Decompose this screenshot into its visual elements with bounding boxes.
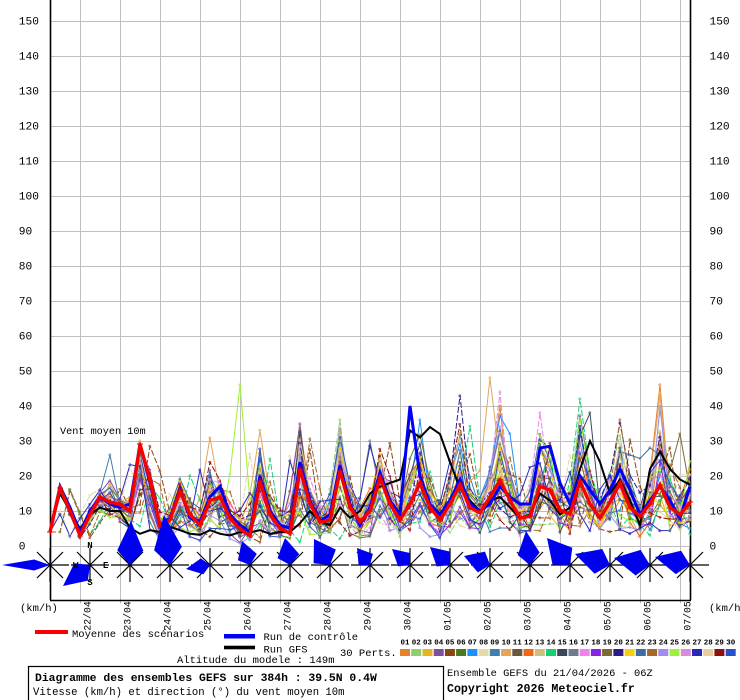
svg-text:100: 100 [710,192,730,204]
svg-text:22: 22 [636,640,646,648]
svg-text:01: 01 [400,640,410,648]
svg-text:Run GFS: Run GFS [264,644,308,656]
svg-text:24/04: 24/04 [163,601,174,631]
svg-text:80: 80 [710,262,724,274]
svg-text:28/04: 28/04 [323,601,334,631]
svg-text:25/04: 25/04 [203,601,214,631]
svg-text:12: 12 [524,640,534,648]
svg-text:10: 10 [710,507,724,519]
svg-text:30: 30 [19,437,33,449]
svg-text:23: 23 [648,640,658,648]
svg-text:21: 21 [625,640,635,648]
svg-text:0: 0 [19,542,26,554]
svg-text:29: 29 [715,640,725,648]
svg-text:30/04: 30/04 [403,601,414,631]
svg-text:22/04: 22/04 [83,601,94,631]
svg-text:Vent moyen 10m: Vent moyen 10m [60,427,146,438]
svg-text:50: 50 [710,367,724,379]
svg-text:150: 150 [19,17,39,29]
svg-text:05/05: 05/05 [603,601,614,631]
svg-text:Ensemble GEFS du 21/04/2026 -: Ensemble GEFS du 21/04/2026 - 06Z [447,668,653,680]
svg-text:01/05: 01/05 [443,601,454,631]
svg-text:24: 24 [659,640,669,648]
svg-text:10: 10 [19,507,33,519]
svg-text:03: 03 [423,640,433,648]
svg-text:80: 80 [19,262,33,274]
svg-text:28: 28 [704,640,714,648]
svg-text:Altitude du modele : 149m: Altitude du modele : 149m [177,655,335,667]
svg-text:04/05: 04/05 [563,601,574,631]
svg-text:13: 13 [535,640,545,648]
svg-text:(km/h): (km/h) [709,603,740,615]
svg-text:30 Perts.: 30 Perts. [340,648,397,660]
svg-text:50: 50 [19,367,33,379]
svg-text:06/05: 06/05 [643,601,654,631]
svg-text:30: 30 [726,640,736,648]
svg-text:05: 05 [445,640,455,648]
svg-text:N: N [87,541,92,551]
svg-text:15: 15 [558,640,568,648]
svg-text:Run de contrôle: Run de contrôle [264,632,359,644]
svg-text:30: 30 [710,437,724,449]
svg-text:04: 04 [434,640,444,648]
svg-text:Diagramme des ensembles GEFS s: Diagramme des ensembles GEFS sur 384h : … [35,673,377,685]
svg-text:0: 0 [710,542,717,554]
svg-text:140: 140 [710,52,730,64]
svg-text:S: S [87,578,93,588]
svg-text:100: 100 [19,192,39,204]
svg-text:14: 14 [546,640,556,648]
svg-text:40: 40 [19,402,33,414]
svg-text:19: 19 [603,640,613,648]
svg-text:23/04: 23/04 [123,601,134,631]
svg-text:60: 60 [710,332,724,344]
svg-text:26: 26 [681,640,691,648]
svg-text:29/04: 29/04 [363,601,374,631]
svg-text:130: 130 [710,87,730,99]
svg-text:11: 11 [513,640,523,648]
svg-text:60: 60 [19,332,33,344]
svg-text:20: 20 [710,472,724,484]
svg-text:(km/h): (km/h) [20,603,58,615]
svg-text:120: 120 [19,122,39,134]
svg-text:90: 90 [19,227,33,239]
svg-text:110: 110 [710,157,730,169]
svg-text:W: W [73,561,79,571]
svg-text:Moyenne des scénarios: Moyenne des scénarios [72,629,204,641]
svg-text:140: 140 [19,52,39,64]
svg-text:20: 20 [19,472,33,484]
svg-text:16: 16 [569,640,579,648]
svg-text:02/05: 02/05 [483,601,494,631]
svg-text:40: 40 [710,402,724,414]
svg-text:09: 09 [490,640,500,648]
svg-text:Copyright 2026 Meteociel.fr: Copyright 2026 Meteociel.fr [447,683,635,696]
svg-text:07/05: 07/05 [683,601,694,631]
svg-text:03/05: 03/05 [523,601,534,631]
svg-text:20: 20 [614,640,624,648]
svg-text:07: 07 [468,640,477,648]
svg-text:27/04: 27/04 [283,601,294,631]
svg-text:25: 25 [670,640,680,648]
svg-text:110: 110 [19,157,39,169]
svg-text:70: 70 [710,297,724,309]
svg-text:Vitesse (km/h) et direction (°: Vitesse (km/h) et direction (°) du vent … [33,687,345,699]
svg-text:08: 08 [479,640,489,648]
svg-text:120: 120 [710,122,730,134]
svg-text:02: 02 [412,640,422,648]
svg-text:10: 10 [502,640,512,648]
svg-text:26/04: 26/04 [243,601,254,631]
svg-text:E: E [103,561,109,571]
svg-text:17: 17 [580,640,589,648]
svg-text:70: 70 [19,297,33,309]
svg-text:90: 90 [710,227,724,239]
svg-text:27: 27 [692,640,701,648]
svg-text:150: 150 [710,17,730,29]
svg-text:18: 18 [591,640,601,648]
svg-text:130: 130 [19,87,39,99]
svg-text:06: 06 [457,640,467,648]
